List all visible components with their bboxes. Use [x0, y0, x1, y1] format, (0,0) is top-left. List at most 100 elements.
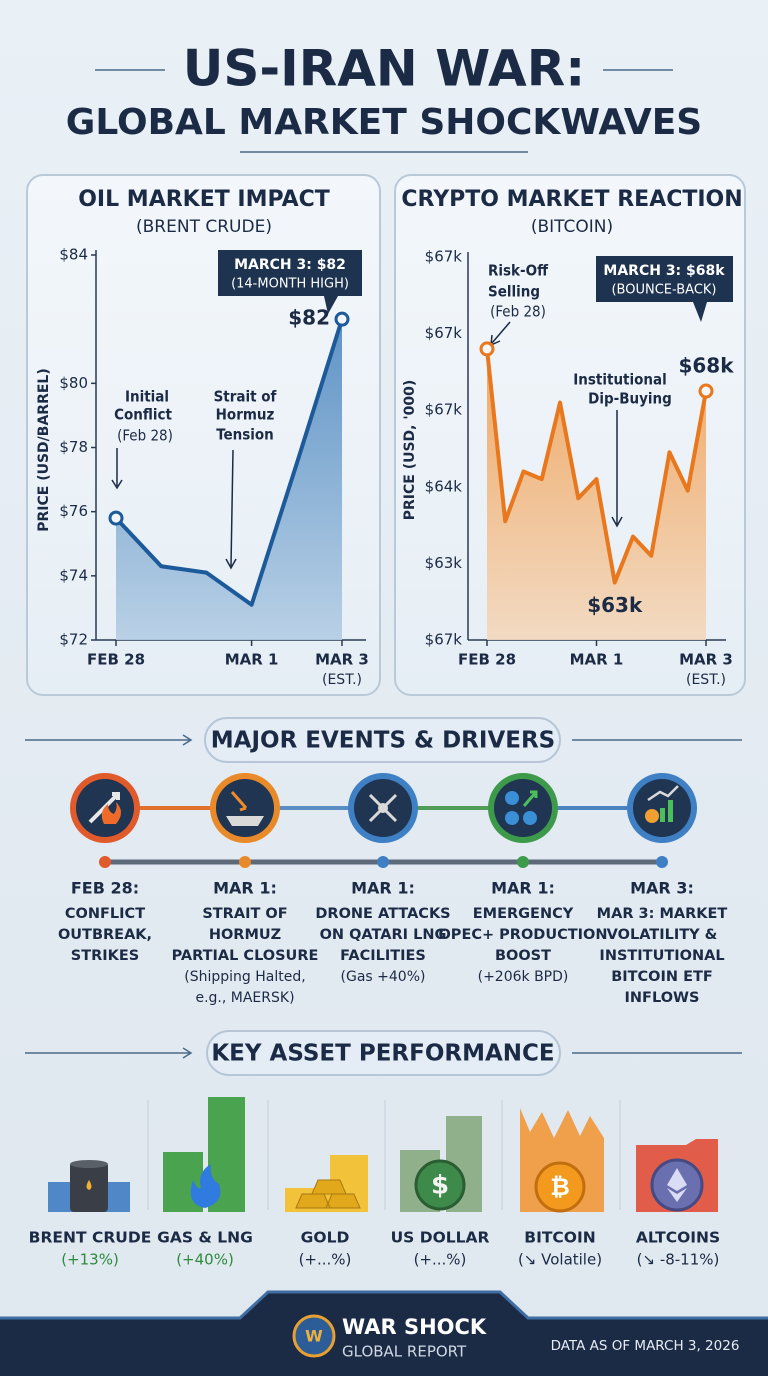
event-note: (Shipping Halted, [184, 969, 305, 985]
value-label: $82 [288, 306, 330, 330]
annotation: (Feb 28) [117, 427, 173, 445]
event-text: HORMUZ [209, 927, 281, 943]
event-text: PARTIAL CLOSURE [172, 948, 319, 964]
timeline-dot [239, 856, 251, 868]
event-note: (Gas +40%) [341, 969, 426, 985]
asset-change: (+...%) [414, 1251, 467, 1269]
event-date: FEB 28: [71, 879, 139, 898]
event-text: EMERGENCY [473, 906, 574, 922]
icon-glyph [505, 811, 519, 825]
asset-name: GOLD [301, 1229, 350, 1247]
title-line: GLOBAL MARKET SHOCKWAVES [66, 102, 702, 143]
event-text: ON QATARI LNG [320, 927, 447, 943]
section-rule [25, 734, 193, 746]
annotation: Initial [125, 388, 169, 406]
y-tick-label: $84 [59, 246, 88, 264]
asset-change: (+...%) [299, 1251, 352, 1269]
timeline-dot [99, 856, 111, 868]
footer-logo [292, 1314, 336, 1358]
event-text: STRIKES [71, 948, 139, 964]
callout-text: (BOUNCE-BACK) [611, 283, 716, 298]
icon [494, 779, 552, 837]
footer-logo: W [305, 1327, 323, 1346]
annotation: Hormuz [216, 406, 275, 424]
y-axis-label: PRICE (USD, '000) [402, 380, 418, 521]
callout-box [218, 250, 362, 314]
event-date: MAR 1: [213, 879, 277, 898]
annotation-arrow [111, 448, 123, 490]
x-tick-label: MAR 1 [225, 651, 279, 669]
event-date: MAR 1: [491, 879, 555, 898]
asset-icon [190, 1164, 221, 1208]
event-text: INSTITUTIONAL [599, 948, 724, 964]
point-marker [108, 510, 124, 526]
section-header: MAJOR EVENTS & DRIVERS [211, 728, 555, 754]
annotation-arrow [225, 449, 237, 570]
x-tick-label: FEB 28 [458, 651, 516, 669]
chart-subtitle: (BITCOIN) [531, 217, 613, 237]
y-tick-label: $72 [59, 631, 88, 649]
asset-icon [295, 1179, 361, 1209]
event-text: MAR 3: MARKET [597, 906, 728, 922]
annotation: Tension [216, 426, 274, 444]
footer-brand-sub: GLOBAL REPORT [342, 1343, 467, 1361]
asset-icon: $ [431, 1171, 449, 1201]
annotation-arrow [611, 410, 623, 528]
asset-name: BITCOIN [524, 1229, 595, 1247]
y-tick-label: $67k [425, 248, 463, 266]
point-marker [479, 341, 495, 357]
timeline-dot [656, 856, 668, 868]
x-tick-label: MAR 1 [570, 651, 624, 669]
title-line: US-IRAN WAR: [183, 40, 586, 98]
annotation: Institutional [573, 371, 666, 389]
asset-illustrations: $ ₿ [48, 1097, 718, 1213]
line [485, 348, 708, 585]
timeline-dot [377, 856, 389, 868]
asset-icon [534, 1161, 586, 1213]
value-label: $68k [678, 354, 734, 378]
annotation: Dip-Buying [588, 390, 672, 408]
icon-glyph [668, 800, 673, 822]
icon-glyph [647, 785, 679, 802]
y-tick-label: $67k [425, 631, 463, 649]
asset-change: (↘ -8-11%) [637, 1251, 720, 1269]
y-tick-label: $78 [59, 438, 88, 456]
y-tick-label: $74 [59, 566, 88, 584]
asset-icon [86, 1180, 92, 1190]
asset-icon [70, 1160, 108, 1168]
event-text: DRONE ATTACKS [315, 906, 450, 922]
timeline-dot [517, 856, 529, 868]
icon-glyph [505, 791, 519, 805]
event-text: FACILITIES [340, 948, 426, 964]
event-text: STRAIT OF [202, 906, 287, 922]
asset-change: (+40%) [176, 1251, 234, 1269]
chart-subtitle: (BRENT CRUDE) [136, 217, 272, 237]
line [114, 318, 344, 607]
section-header: KEY ASSET PERFORMANCE [211, 1041, 554, 1067]
icon-glyph [645, 809, 659, 823]
area [487, 348, 706, 640]
asset-change: (↘ Volatile) [518, 1251, 602, 1269]
asset-name: US DOLLAR [391, 1229, 490, 1247]
callout-text: (14-MONTH HIGH) [231, 277, 349, 292]
area [116, 319, 342, 640]
footer-edge [0, 1290, 768, 1320]
asset-name: ALTCOINS [636, 1229, 720, 1247]
event-icons [70, 773, 697, 868]
x-tick-label: FEB 28 [87, 651, 145, 669]
event-text: OUTBREAK, [58, 927, 152, 943]
icon-glyph [226, 816, 264, 826]
x-tick-label: MAR 3 [315, 651, 369, 669]
value-label: $63k [587, 593, 643, 617]
annotation: Risk-Off [488, 262, 549, 280]
icon-glyph [522, 790, 538, 807]
icon-glyph [230, 791, 248, 812]
x-note: (EST.) [686, 672, 726, 688]
event-date: MAR 3: [630, 879, 694, 898]
y-tick-label: $63k [425, 554, 463, 572]
footer-note: DATA AS OF MARCH 3, 2026 [551, 1338, 740, 1354]
event-text: CONFLICT [65, 906, 145, 922]
point-marker [334, 311, 350, 327]
event-text: BITCOIN ETF [611, 969, 713, 985]
